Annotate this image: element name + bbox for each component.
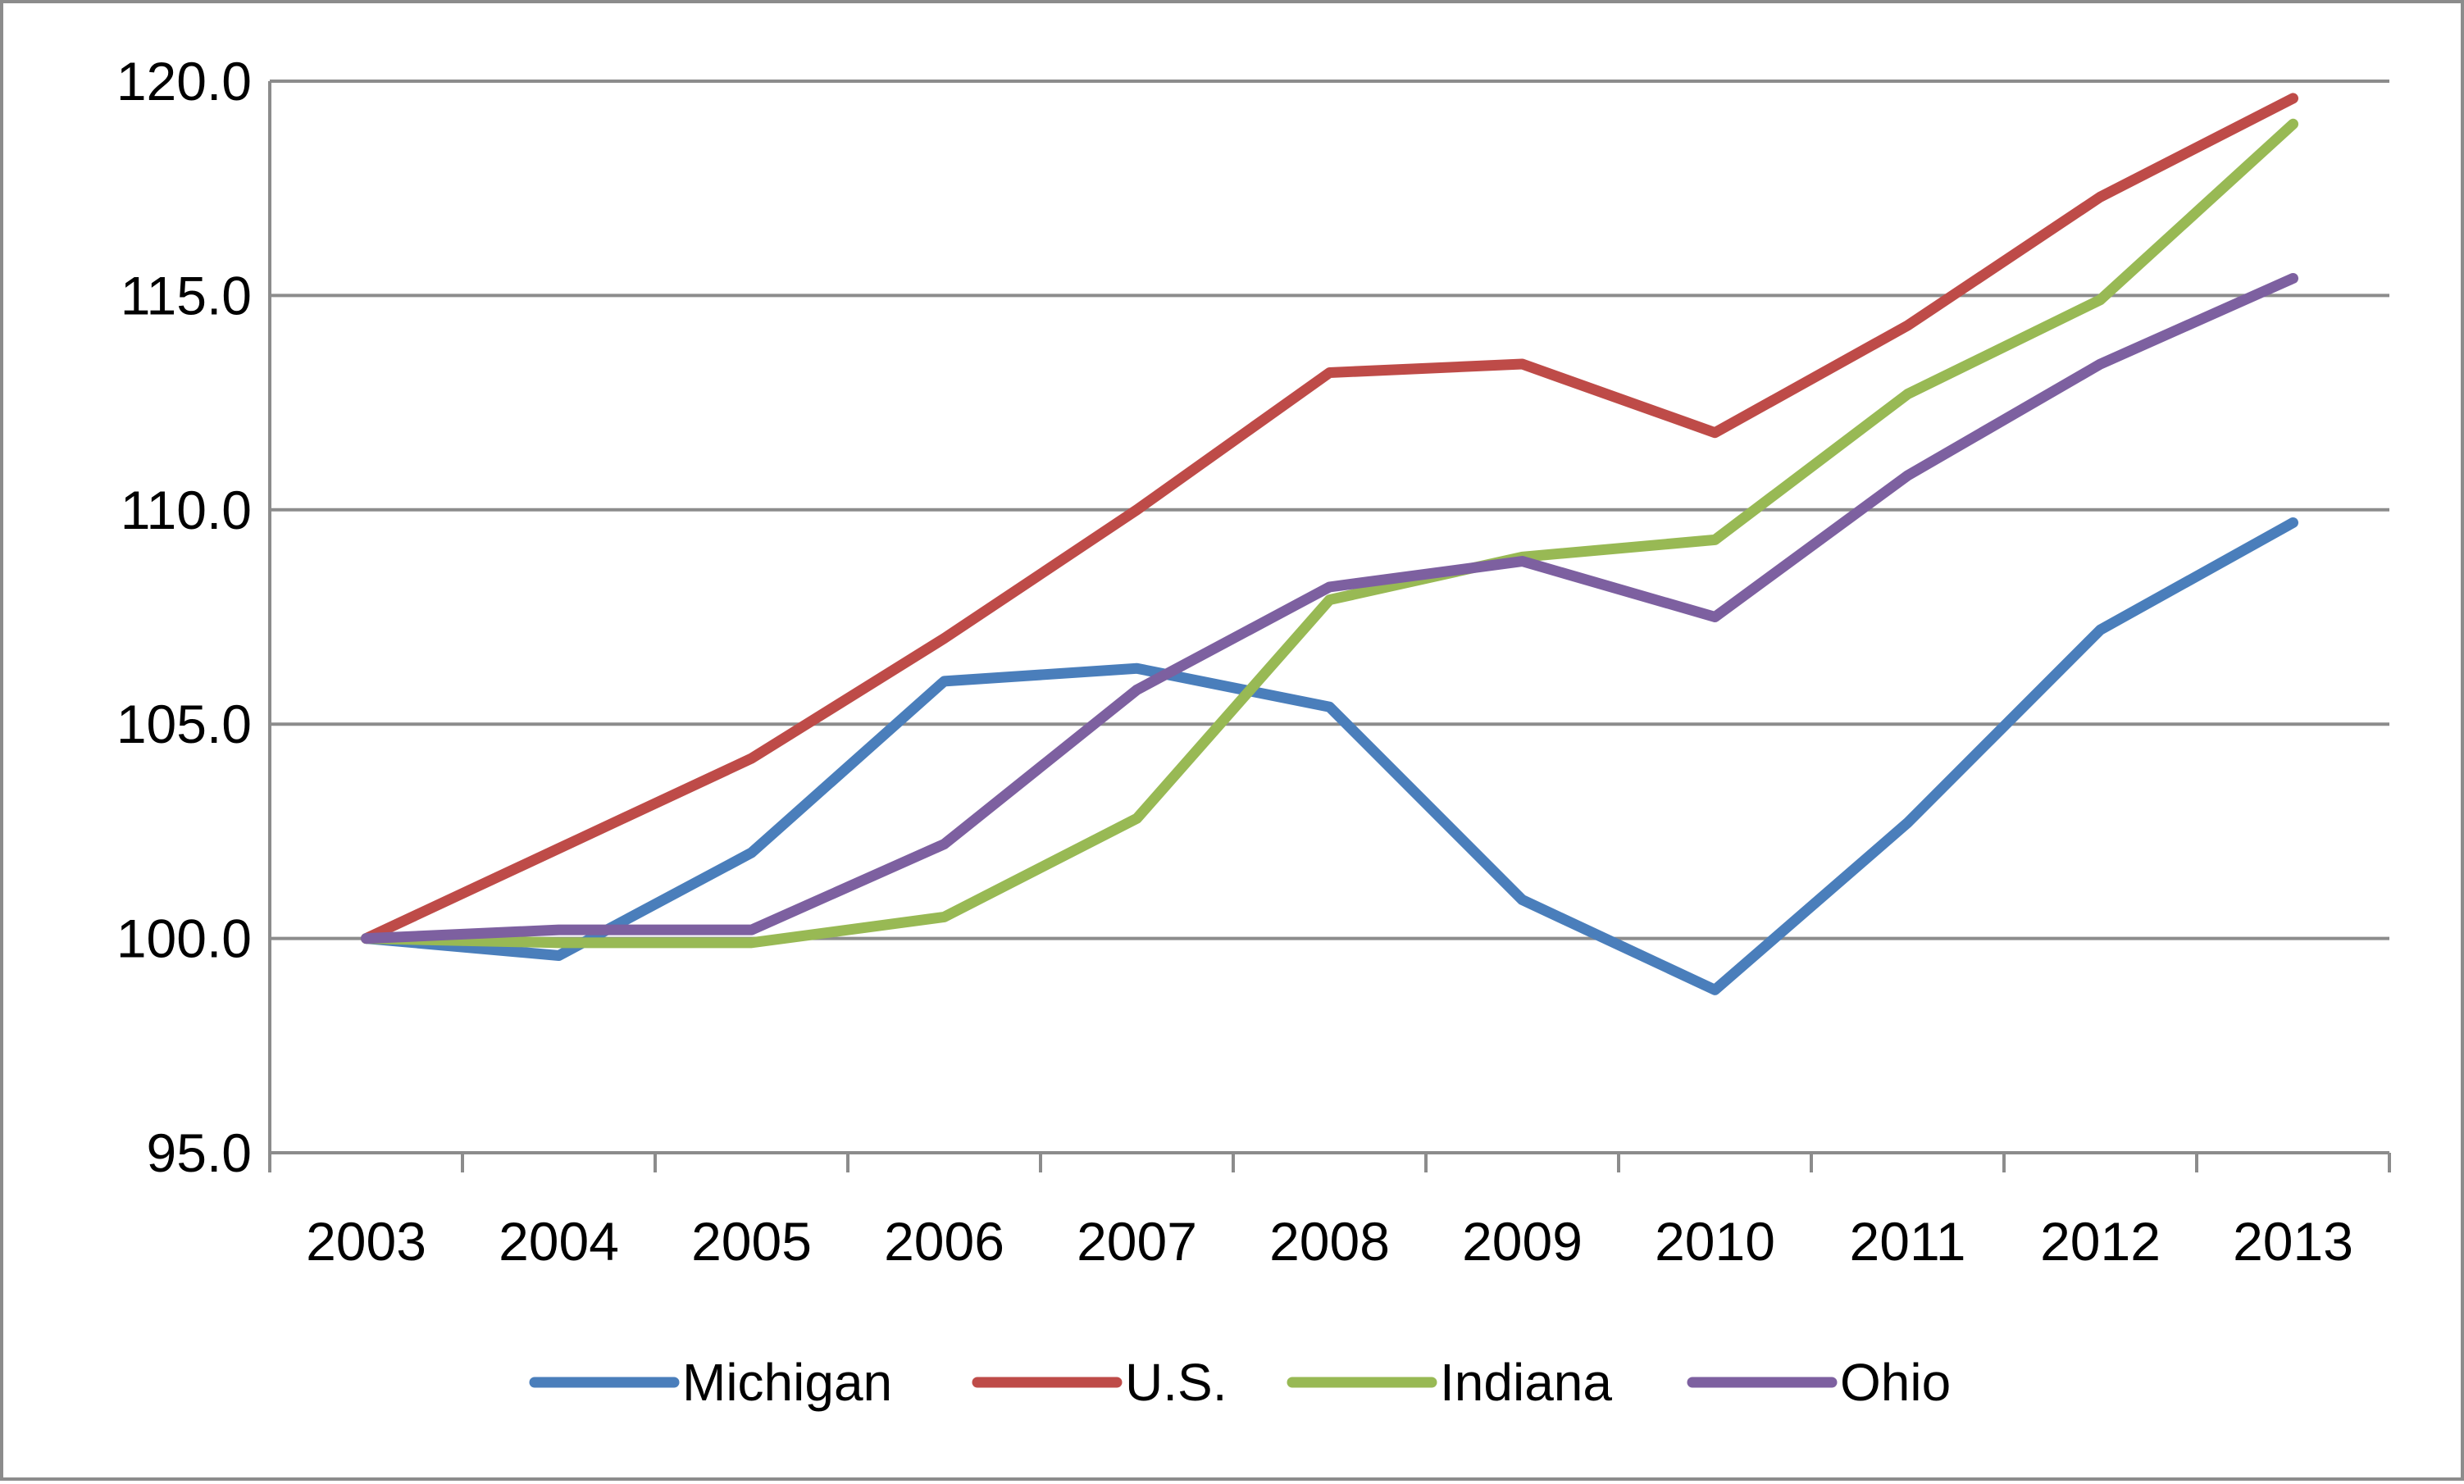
x-tick-label: 2004 [499,1211,619,1272]
axes [268,81,2391,1172]
legend: Michigan U.S. Indiana Ohio [529,1353,1951,1412]
series-lines [361,93,2298,995]
series-line-ohio [361,272,2298,945]
series-line-u-s [361,93,2298,945]
x-tick-label: 2012 [2040,1211,2161,1272]
y-tick-label: 115.0 [121,265,252,325]
x-tick-label: 2006 [884,1211,1004,1272]
legend-label: Michigan [682,1353,892,1412]
x-tick-label: 2013 [2233,1211,2353,1272]
y-tick-label: 120.0 [116,51,252,112]
series-line-indiana [361,118,2298,949]
gridlines [270,80,2389,940]
x-tick-label: 2010 [1655,1211,1775,1272]
x-tick-label: 2008 [1269,1211,1390,1272]
y-tick-label: 110.0 [121,480,252,540]
y-tick-labels: 95.0 100.0 105.0 110.0 115.0 120.0 [116,51,252,1183]
legend-label: Indiana [1440,1353,1612,1412]
y-tick-label: 105.0 [116,694,252,754]
series-line-michigan [361,517,2298,995]
x-tick-label: 2009 [1462,1211,1583,1272]
x-tick-labels: 2003 2004 2005 2006 2007 2008 2009 2010 2011 2012… [306,1211,2353,1272]
legend-label: Ohio [1840,1353,1951,1412]
x-tick-label: 2003 [306,1211,426,1272]
legend-label: U.S. [1125,1353,1227,1412]
y-tick-label: 100.0 [116,908,252,969]
x-tick-label: 2011 [1850,1211,1966,1272]
y-tick-label: 95.0 [147,1122,252,1183]
x-tick-label: 2007 [1077,1211,1197,1272]
x-tick-label: 2005 [691,1211,812,1272]
